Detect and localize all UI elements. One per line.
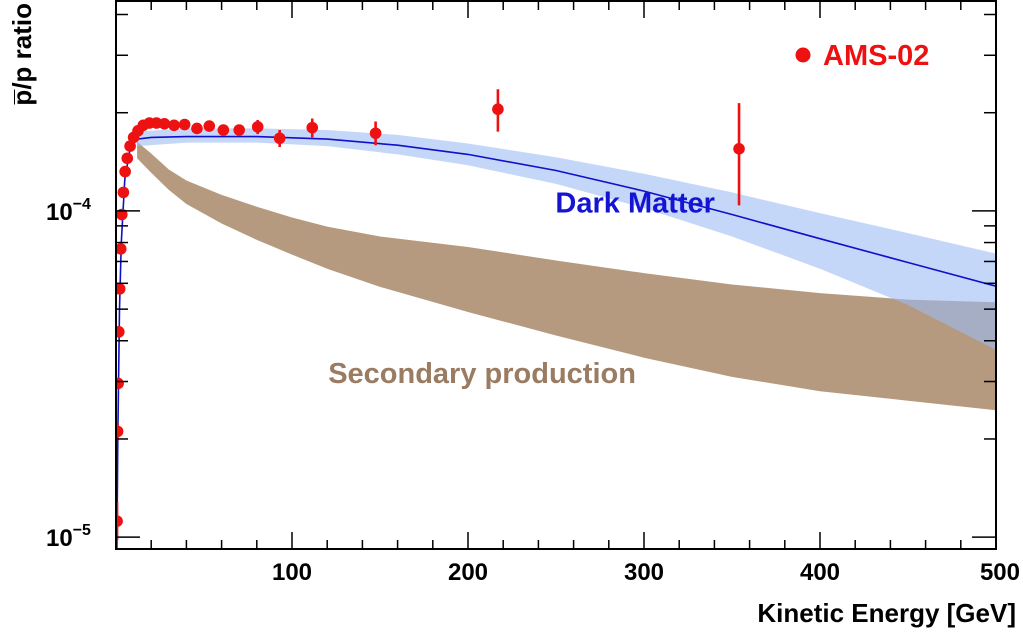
data-point	[117, 186, 130, 199]
data-point	[233, 124, 245, 136]
data-point	[203, 120, 216, 132]
y-tick-label: 10−4	[46, 196, 91, 226]
data-point	[178, 118, 191, 131]
secondary-production-band	[137, 141, 996, 411]
ams02-points	[116, 89, 745, 541]
plot-frame	[115, 0, 997, 550]
y-axis-title: p̅/p ratio	[7, 3, 37, 106]
secondary-production-label: Secondary production	[328, 358, 636, 390]
y-tick-label: 10−5	[46, 522, 91, 552]
data-point	[124, 140, 136, 152]
x-tick-label: 200	[448, 559, 488, 586]
x-tick-label: 500	[980, 559, 1020, 586]
data-point	[116, 243, 127, 255]
legend-marker-ams02	[795, 47, 811, 63]
data-point	[119, 165, 131, 178]
legend-label-ams02: AMS-02	[823, 40, 929, 72]
dark-matter-label: Dark Matter	[555, 187, 715, 219]
x-axis-title: Kinetic Energy [GeV]	[757, 598, 1016, 628]
axis-ticks	[116, 1, 996, 549]
data-point	[217, 124, 230, 136]
data-point	[733, 143, 745, 155]
data-point	[168, 119, 180, 132]
data-point	[158, 117, 171, 130]
data-point	[116, 283, 126, 295]
annotations: Dark Matter Secondary production	[328, 187, 715, 390]
data-point	[191, 122, 203, 135]
x-tick-label: 300	[624, 559, 664, 586]
data-point	[251, 121, 264, 133]
plot-area	[116, 89, 996, 549]
data-point	[306, 121, 319, 134]
data-point	[116, 326, 125, 338]
data-point	[116, 425, 124, 438]
data-point	[369, 127, 382, 140]
x-tick-label: 100	[272, 559, 312, 586]
data-point	[121, 152, 134, 165]
data-point	[273, 132, 286, 145]
x-tick-label: 400	[800, 559, 840, 586]
data-point	[116, 377, 124, 390]
legend: AMS-02	[795, 40, 929, 72]
data-point	[492, 103, 504, 116]
data-point	[116, 515, 123, 527]
